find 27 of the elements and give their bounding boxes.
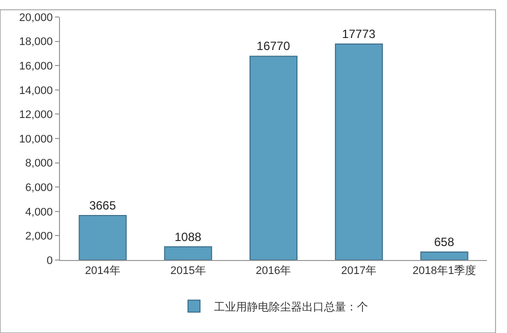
y-tick-label: 18,000 — [19, 36, 53, 48]
data-label: 16770 — [256, 39, 290, 54]
x-tick-label: 2017年 — [341, 265, 377, 278]
y-tick-label: 2,000 — [25, 230, 53, 243]
x-tick-label: 2016年 — [256, 265, 292, 278]
bar — [164, 246, 212, 260]
bar — [78, 214, 127, 260]
y-tick-label: 6,000 — [25, 182, 53, 194]
x-tick-label: 2014年 — [84, 265, 120, 278]
data-label: 658 — [434, 235, 454, 250]
y-tick-label: 10,000 — [19, 133, 53, 146]
y-tick-label: 20,000 — [19, 12, 53, 24]
y-tick-label: 0 — [46, 254, 53, 267]
data-label: 17773 — [342, 27, 376, 42]
y-tick-label: 12,000 — [19, 109, 53, 122]
data-label: 3665 — [89, 198, 116, 212]
bar — [420, 252, 468, 260]
x-tick-label: 2018年1季度 — [412, 264, 476, 278]
legend-label: 工业用静电除尘器出口总量：个 — [214, 300, 368, 314]
x-tick-label: 2015年 — [170, 265, 206, 278]
data-label: 1088 — [174, 230, 202, 244]
bar — [334, 44, 383, 260]
y-tick-label: 8,000 — [25, 158, 53, 170]
y-tick-label: 14,000 — [19, 84, 53, 97]
y-tick-label: 16,000 — [19, 60, 53, 72]
bar — [250, 56, 298, 260]
y-tick-label: 4,000 — [25, 206, 53, 218]
